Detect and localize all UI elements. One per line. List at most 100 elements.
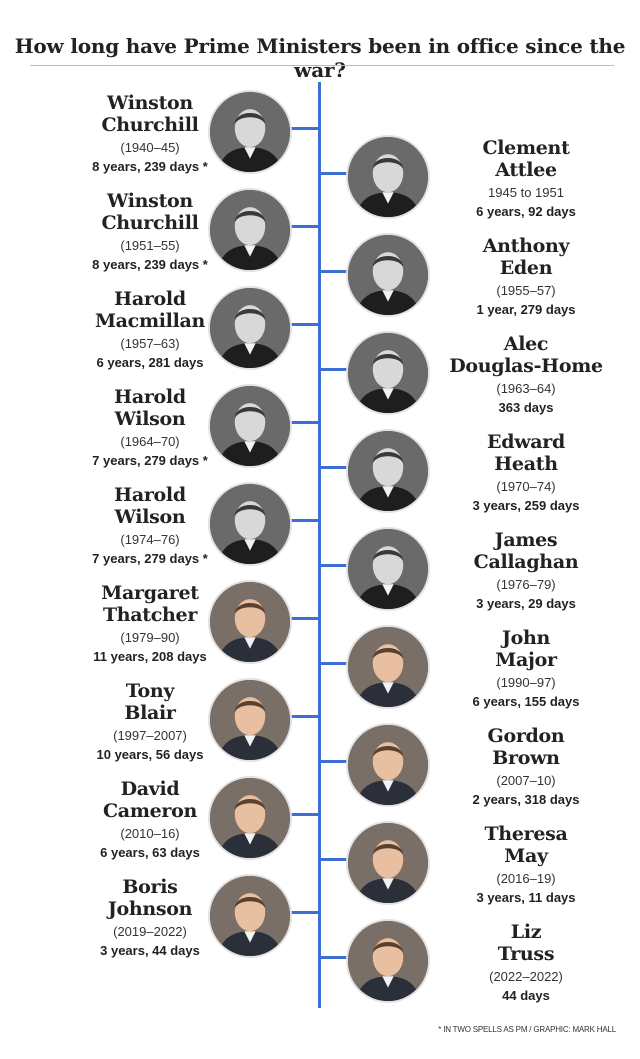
pm-duration: 7 years, 279 days * — [92, 551, 208, 566]
timeline-spine — [318, 82, 321, 1008]
timeline-tick — [291, 715, 321, 718]
pm-portrait — [346, 331, 430, 415]
pm-entry: Alec Douglas-Home (1963–64) 363 days — [426, 333, 626, 417]
pm-portrait — [346, 527, 430, 611]
pm-entry: Harold Wilson (1964–70) 7 years, 279 days … — [50, 386, 250, 470]
timeline-tick — [291, 911, 321, 914]
pm-duration: 3 years, 29 days — [476, 596, 576, 611]
pm-duration: 363 days — [498, 400, 554, 415]
pm-name: Liz Truss — [497, 921, 555, 965]
timeline-tick — [321, 466, 351, 469]
pm-entry: James Callaghan (1976–79) 3 years, 29 days — [426, 529, 626, 613]
pm-term: (1974–76) — [120, 532, 180, 547]
pm-term: (2016–19) — [496, 871, 556, 886]
pm-name: David Cameron — [102, 778, 198, 822]
pm-duration: 6 years, 281 days — [96, 355, 204, 370]
pm-name: Anthony Eden — [482, 235, 570, 279]
pm-entry: Winston Churchill (1940–45) 8 years, 239 d… — [50, 92, 250, 176]
pm-term: (1976–79) — [496, 577, 556, 592]
pm-name: Harold Macmillan — [94, 288, 206, 332]
pm-name: Margaret Thatcher — [101, 582, 199, 626]
pm-duration: 44 days — [502, 988, 550, 1003]
timeline-tick — [321, 368, 351, 371]
timeline-tick — [291, 519, 321, 522]
pm-entry: Harold Macmillan (1957–63) 6 years, 281 da… — [50, 288, 250, 372]
pm-name: John Major — [495, 627, 557, 671]
pm-duration: 6 years, 155 days — [472, 694, 580, 709]
pm-name: Boris Johnson — [107, 876, 193, 920]
pm-name: Winston Churchill — [101, 190, 199, 234]
pm-term: (1951–55) — [120, 238, 180, 253]
pm-portrait — [208, 678, 292, 762]
pm-duration: 8 years, 239 days * — [92, 257, 208, 272]
pm-name: Clement Attlee — [482, 137, 570, 181]
pm-portrait — [346, 625, 430, 709]
timeline-tick — [321, 662, 351, 665]
pm-duration: 3 years, 11 days — [476, 890, 576, 905]
pm-portrait — [346, 919, 430, 1003]
pm-name: Tony Blair — [124, 680, 176, 724]
pm-duration: 6 years, 63 days — [100, 845, 200, 860]
pm-name: Harold Wilson — [114, 386, 186, 430]
pm-duration: 10 years, 56 days — [96, 747, 204, 762]
pm-portrait — [208, 874, 292, 958]
pm-name: Edward Heath — [487, 431, 565, 475]
timeline-tick — [291, 813, 321, 816]
pm-entry: Anthony Eden (1955–57) 1 year, 279 days — [426, 235, 626, 319]
pm-duration: 1 year, 279 days — [476, 302, 576, 317]
pm-entry: Gordon Brown (2007–10) 2 years, 318 days — [426, 725, 626, 809]
pm-entry: Boris Johnson (2019–2022) 3 years, 44 days — [50, 876, 250, 960]
pm-duration: 11 years, 208 days — [93, 649, 207, 664]
pm-duration: 6 years, 92 days — [476, 204, 576, 219]
pm-term: (1940–45) — [120, 140, 180, 155]
pm-portrait — [208, 188, 292, 272]
footer-credit: * IN TWO SPELLS AS PM / GRAPHIC: MARK HA… — [438, 1025, 616, 1034]
pm-duration: 3 years, 44 days — [100, 943, 200, 958]
pm-portrait — [208, 776, 292, 860]
timeline-tick — [291, 225, 321, 228]
pm-entry: Harold Wilson (1974–76) 7 years, 279 days … — [50, 484, 250, 568]
pm-duration: 2 years, 318 days — [472, 792, 580, 807]
pm-term: (1955–57) — [496, 283, 556, 298]
timeline-tick — [321, 564, 351, 567]
pm-entry: Clement Attlee 1945 to 1951 6 years, 92 da… — [426, 137, 626, 221]
timeline-tick — [291, 323, 321, 326]
pm-term: (2010–16) — [120, 826, 180, 841]
pm-term: (1997–2007) — [113, 728, 187, 743]
timeline-tick — [291, 127, 321, 130]
pm-term: (1964–70) — [120, 434, 180, 449]
pm-term: (1970–74) — [496, 479, 556, 494]
pm-name: Alec Douglas-Home — [449, 333, 603, 377]
pm-term: (1990–97) — [496, 675, 556, 690]
pm-entry: Edward Heath (1970–74) 3 years, 259 days — [426, 431, 626, 515]
timeline-tick — [321, 760, 351, 763]
pm-portrait — [208, 580, 292, 664]
pm-portrait — [346, 821, 430, 905]
pm-name: James Callaghan — [473, 529, 579, 573]
pm-term: (2019–2022) — [113, 924, 187, 939]
timeline-tick — [321, 172, 351, 175]
pm-name: Harold Wilson — [114, 484, 186, 528]
pm-name: Gordon Brown — [487, 725, 565, 769]
pm-name: Theresa May — [484, 823, 568, 867]
pm-term: (1957–63) — [120, 336, 180, 351]
pm-term: (1979–90) — [120, 630, 180, 645]
timeline-tick — [321, 956, 351, 959]
pm-portrait — [346, 233, 430, 317]
pm-entry: Winston Churchill (1951–55) 8 years, 239 d… — [50, 190, 250, 274]
pm-entry: John Major (1990–97) 6 years, 155 days — [426, 627, 626, 711]
pm-entry: Tony Blair (1997–2007) 10 years, 56 days — [50, 680, 250, 764]
pm-portrait — [208, 90, 292, 174]
timeline-tick — [291, 421, 321, 424]
page-title: How long have Prime Ministers been in of… — [14, 34, 626, 82]
pm-portrait — [346, 429, 430, 513]
pm-portrait — [346, 723, 430, 807]
pm-term: (2007–10) — [496, 773, 556, 788]
pm-entry: David Cameron (2010–16) 6 years, 63 days — [50, 778, 250, 862]
pm-duration: 7 years, 279 days * — [92, 453, 208, 468]
pm-portrait — [346, 135, 430, 219]
pm-entry: Margaret Thatcher (1979–90) 11 years, 208 … — [50, 582, 250, 666]
pm-name: Winston Churchill — [101, 92, 199, 136]
pm-term: 1945 to 1951 — [488, 185, 564, 200]
pm-term: (1963–64) — [496, 381, 556, 396]
